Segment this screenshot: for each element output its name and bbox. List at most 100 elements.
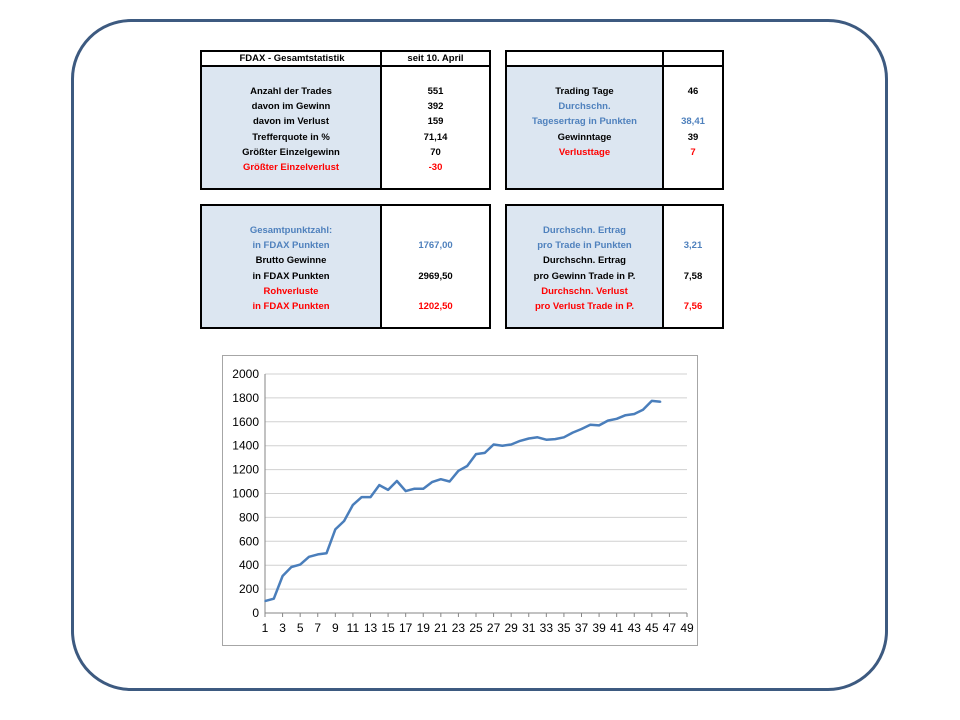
row-value: 7,56	[683, 301, 703, 312]
x-tick-label: 41	[610, 621, 624, 635]
x-tick-label: 17	[399, 621, 413, 635]
y-tick-label: 400	[239, 558, 259, 572]
data-point	[642, 409, 644, 411]
data-point	[290, 566, 293, 568]
row-value	[664, 253, 722, 268]
stats-table-trades: FDAX - Gesamtstatistik seit 10. April An…	[200, 50, 491, 190]
data-point	[448, 480, 451, 483]
header-period: seit 10. April	[407, 53, 464, 64]
data-point	[501, 444, 504, 447]
data-point	[299, 563, 301, 566]
y-tick-label: 1000	[232, 487, 259, 501]
data-point	[308, 556, 310, 558]
column-divider	[662, 206, 664, 327]
column-divider	[662, 52, 664, 188]
row-label: Gesamtpunktzahl:	[249, 225, 333, 236]
x-tick-label: 3	[279, 621, 286, 635]
y-tick-label: 2000	[232, 367, 259, 381]
column-divider	[380, 52, 382, 188]
data-point	[651, 400, 653, 402]
data-point	[589, 423, 592, 426]
data-point	[387, 489, 389, 491]
y-tick-label: 1200	[232, 463, 259, 477]
x-tick-label: 33	[540, 621, 554, 635]
row-value: 392	[427, 101, 444, 113]
data-point	[396, 480, 398, 482]
data-point	[545, 438, 548, 441]
row-label: davon im Verlust	[252, 116, 330, 128]
data-point	[404, 490, 407, 492]
x-tick-label: 19	[417, 621, 431, 635]
data-point	[483, 452, 486, 454]
stats-table-days: Trading Tage 46 Durchschn. Tagesertrag in P…	[505, 50, 724, 190]
data-point	[378, 484, 381, 486]
x-tick-label: 25	[469, 621, 483, 635]
data-point	[624, 414, 627, 417]
y-tick-label: 0	[252, 606, 259, 620]
x-tick-label: 1	[262, 621, 269, 635]
x-tick-label: 31	[522, 621, 536, 635]
data-point	[519, 440, 521, 442]
x-tick-label: 43	[628, 621, 642, 635]
data-point	[571, 431, 574, 434]
y-tick-label: 800	[239, 510, 259, 524]
value-column	[382, 206, 489, 327]
row-label: Trading Tage	[555, 86, 614, 97]
data-point	[369, 496, 372, 498]
row-label: Durchschn.	[558, 101, 611, 113]
row-label: Gewinntage	[557, 131, 612, 143]
x-tick-label: 35	[557, 621, 571, 635]
data-point	[334, 528, 337, 531]
data-point	[431, 481, 433, 483]
table-header	[507, 52, 722, 67]
row-value: 3,21	[683, 240, 703, 252]
x-tick-label: 45	[645, 621, 659, 635]
data-point	[527, 437, 530, 440]
x-tick-label: 27	[487, 621, 501, 635]
x-tick-label: 9	[332, 621, 339, 635]
value-column	[382, 67, 489, 188]
data-point	[536, 436, 539, 439]
row-label: in FDAX Punkten	[252, 301, 330, 312]
row-value: 7,58	[683, 270, 703, 282]
data-point	[633, 413, 636, 415]
data-point	[352, 504, 354, 506]
data-point	[325, 552, 328, 555]
row-value: -30	[428, 162, 443, 173]
x-tick-label: 11	[347, 621, 360, 635]
data-point	[659, 401, 662, 403]
table-header: FDAX - Gesamtstatistik seit 10. April	[202, 52, 489, 67]
row-label: in FDAX Punkten	[252, 270, 330, 282]
data-point	[281, 575, 284, 577]
row-label: pro Trade in Punkten	[537, 240, 632, 252]
row-label: in FDAX Punkten	[252, 240, 330, 252]
x-tick-label: 13	[364, 621, 378, 635]
y-tick-label: 1800	[232, 391, 259, 405]
row-value	[664, 99, 722, 114]
x-tick-label: 21	[434, 621, 448, 635]
y-tick-label: 200	[239, 582, 259, 596]
row-label: Durchschn. Ertrag	[543, 225, 626, 236]
row-value: 38,41	[681, 116, 705, 128]
row-value	[382, 253, 489, 268]
row-label: Durchschn. Verlust	[541, 285, 628, 297]
data-point	[510, 443, 512, 446]
data-point	[607, 419, 609, 422]
x-tick-label: 23	[452, 621, 466, 635]
data-point	[466, 465, 469, 467]
data-point	[475, 453, 477, 455]
row-value	[664, 284, 722, 299]
row-value: 70	[430, 146, 441, 158]
row-label: Brutto Gewinne	[255, 255, 327, 267]
stats-table-averages: Durchschn. Ertrag pro Trade in Punkten 3,2…	[505, 204, 724, 329]
y-tick-label: 1600	[232, 415, 259, 429]
row-label: davon im Gewinn	[251, 101, 331, 113]
data-point	[360, 496, 363, 498]
data-point	[440, 478, 442, 480]
x-tick-label: 7	[314, 621, 321, 635]
x-tick-label: 15	[381, 621, 395, 635]
x-tick-label: 37	[575, 621, 589, 635]
data-point	[422, 487, 425, 490]
row-value: 46	[687, 86, 699, 97]
row-label: Größter Einzelverlust	[242, 162, 340, 173]
